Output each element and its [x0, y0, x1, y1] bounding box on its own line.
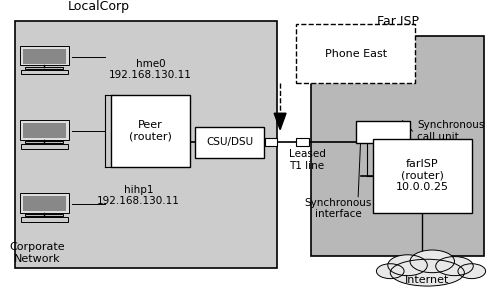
Bar: [23, 123, 66, 138]
Bar: [26, 214, 63, 216]
Bar: [21, 144, 68, 149]
Text: CSU/DSU: CSU/DSU: [206, 137, 253, 147]
Bar: [23, 196, 66, 211]
Text: Phone East: Phone East: [325, 49, 387, 59]
Bar: [21, 70, 68, 74]
Text: hihp1
192.168.130.11: hihp1 192.168.130.11: [97, 185, 180, 206]
Bar: [296, 24, 415, 83]
Bar: [195, 127, 264, 158]
Bar: [311, 36, 484, 256]
Bar: [296, 139, 308, 146]
Ellipse shape: [388, 255, 427, 276]
Bar: [20, 120, 69, 140]
Bar: [21, 217, 68, 222]
Text: Corporate
Network: Corporate Network: [9, 242, 65, 264]
Bar: [356, 121, 410, 143]
Text: farISP
(router)
10.0.0.25: farISP (router) 10.0.0.25: [396, 159, 449, 193]
Text: hme0
192.168.130.11: hme0 192.168.130.11: [109, 59, 192, 80]
Text: Peer
(router): Peer (router): [129, 120, 172, 142]
Text: Internet: Internet: [405, 274, 450, 285]
Ellipse shape: [436, 257, 473, 276]
Ellipse shape: [376, 264, 404, 279]
Text: Synchronous
call unit: Synchronous call unit: [417, 120, 485, 142]
Bar: [26, 141, 63, 143]
Text: Synchronous
interface: Synchronous interface: [305, 198, 372, 219]
Bar: [15, 21, 277, 268]
Ellipse shape: [410, 250, 454, 273]
Bar: [26, 67, 63, 69]
Ellipse shape: [458, 264, 486, 279]
Ellipse shape: [390, 259, 464, 286]
Bar: [20, 46, 69, 66]
Bar: [265, 139, 277, 146]
Bar: [23, 49, 66, 64]
Polygon shape: [274, 113, 286, 130]
Text: LocalCorp: LocalCorp: [68, 0, 130, 13]
Bar: [373, 139, 472, 213]
Bar: [111, 95, 190, 167]
Text: Leased
T1 line: Leased T1 line: [289, 149, 326, 170]
Text: Far ISP: Far ISP: [376, 15, 419, 28]
Bar: [20, 193, 69, 213]
